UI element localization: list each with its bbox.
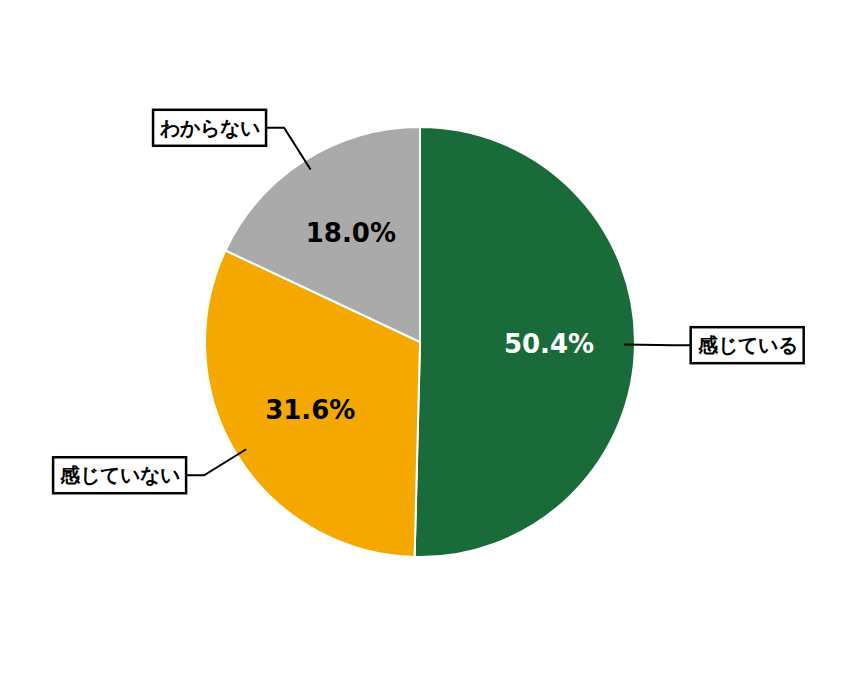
leader-line [624,344,691,347]
category-label: 感じていない [59,463,180,487]
slice [415,127,635,557]
value-label: 18.0% [306,218,396,248]
chart-svg: 50.4% 31.6% 18.0% 感じている感じていない わからない [0,0,841,684]
category-label-box: 感じていない [53,457,186,493]
chart-container: 50.4% 31.6% 18.0% 感じている感じていない わからない [0,0,841,684]
category-label-box: わからない [153,110,266,146]
pie [205,127,635,557]
labels: 50.4% 31.6% 18.0% 感じている感じていない わからない [53,110,804,493]
category-label-box: 感じている [691,327,804,363]
label-box [53,457,186,493]
category-label: わからない [159,116,260,140]
value-label: 31.6% [265,395,355,425]
leader-line [266,128,310,170]
label-box [691,327,804,363]
value-label: 50.4% [504,329,594,359]
slice [225,127,420,342]
leader-line [186,449,246,475]
slices [205,127,635,557]
category-label: 感じている [697,333,798,357]
label-box [153,110,266,146]
